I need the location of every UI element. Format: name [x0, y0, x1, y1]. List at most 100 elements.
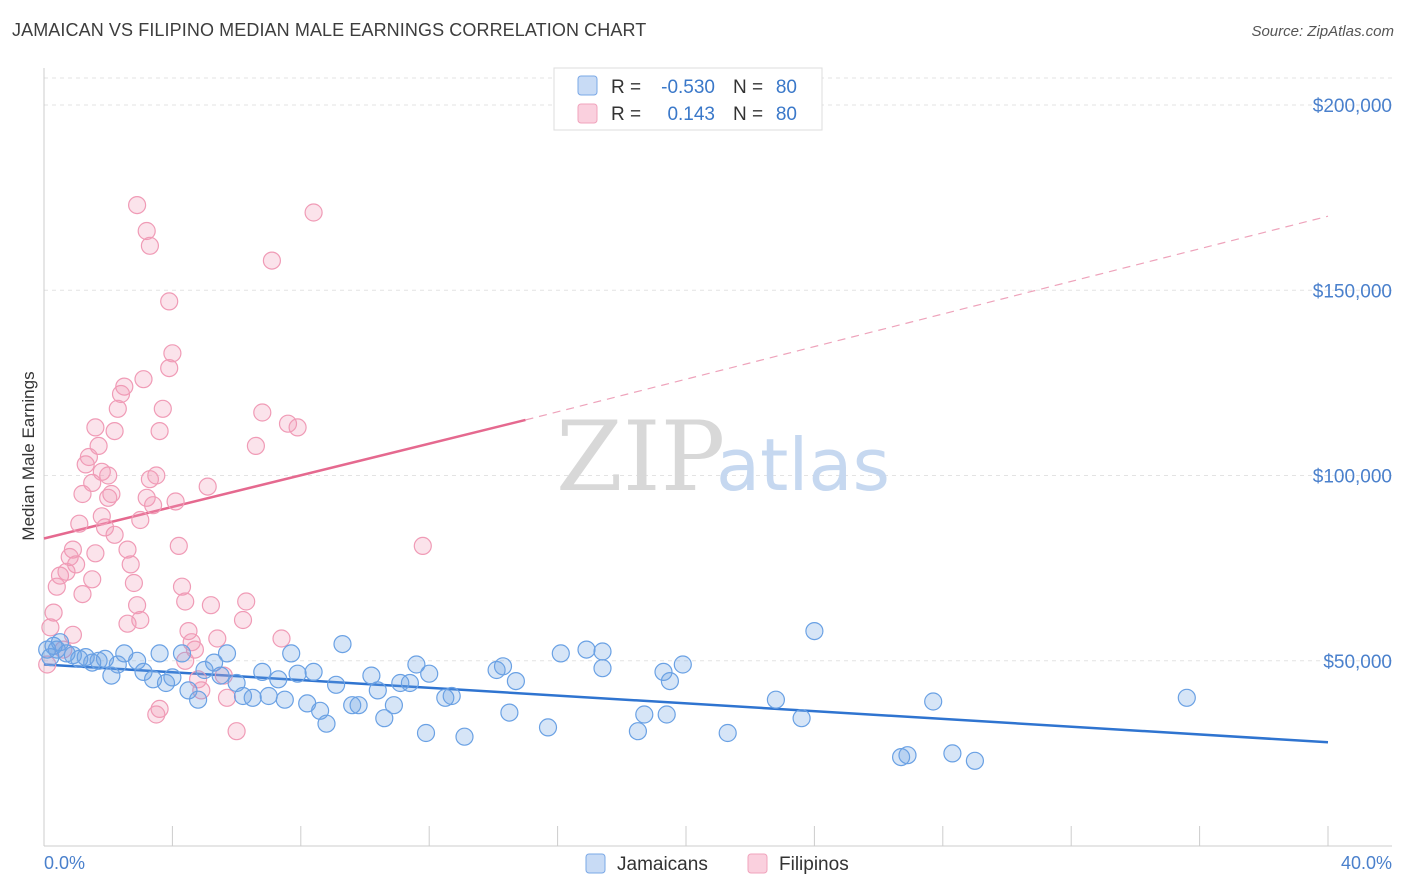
filipino-point	[179, 621, 198, 641]
filipino-point	[144, 496, 163, 515]
legend-n-label: N =	[733, 104, 763, 125]
filipino-point	[153, 399, 172, 418]
jamaican-point	[943, 744, 962, 763]
filipino-point	[150, 422, 169, 441]
jamaican-point	[349, 696, 368, 715]
jamaican-point	[150, 644, 169, 663]
jamaican-point	[327, 675, 346, 694]
filipino-point	[83, 570, 102, 589]
filipino-point	[63, 540, 83, 559]
filipino-point	[105, 525, 124, 544]
filipino-point	[86, 544, 105, 563]
filipino-point	[304, 203, 323, 222]
legend-r-value: -0.530	[661, 77, 715, 98]
filipino-point	[137, 488, 156, 507]
series-legend: Jamaicans Filipinos	[585, 853, 849, 875]
jamaican-point	[657, 705, 676, 724]
jamaican-point	[282, 644, 301, 663]
filipino-point	[253, 403, 272, 422]
jamaican-point	[259, 686, 278, 706]
filipino-point	[217, 688, 237, 707]
jamaican-point	[375, 709, 394, 728]
filipino-point	[169, 536, 188, 556]
jamaican-point	[269, 670, 288, 689]
y-tick-label: $200,000	[1313, 96, 1392, 117]
y-axis-label: Median Male Earnings	[19, 371, 38, 540]
source-label: Source: ZipAtlas.com	[1251, 23, 1394, 40]
filipino-point	[233, 610, 253, 630]
jamaican-point	[211, 666, 230, 685]
jamaican-point	[416, 723, 436, 743]
filipino-point	[92, 507, 111, 526]
filipino-point	[86, 418, 105, 437]
filipino-point	[262, 251, 281, 270]
filipino-point	[128, 196, 147, 215]
y-tick-label: $100,000	[1313, 467, 1392, 488]
filipino-point	[237, 592, 256, 611]
jamaican-point	[384, 696, 403, 715]
jamaican-point	[766, 690, 786, 709]
filipino-point	[128, 596, 147, 615]
series-name-filipinos: Filipinos	[779, 854, 849, 875]
jamaican-point	[343, 696, 362, 715]
filipino-point	[163, 344, 182, 363]
watermark-atlas: atlas	[716, 423, 890, 507]
legend-r-value: 0.143	[667, 104, 715, 125]
filipino-point	[140, 236, 159, 255]
jamaican-point	[50, 633, 70, 652]
filipino-point	[246, 436, 265, 455]
jamaican-point	[189, 690, 208, 709]
data-points	[38, 196, 1196, 770]
x-tick-label: 0.0%	[44, 853, 85, 873]
filipino-point	[160, 359, 179, 378]
legend-n-label: N =	[733, 77, 763, 98]
filipino-point	[208, 629, 227, 648]
jamaican-point	[163, 668, 182, 687]
jamaican-point	[128, 651, 147, 670]
jamaican-point	[965, 751, 985, 770]
jamaican-point	[654, 662, 673, 682]
legend-box	[553, 67, 823, 131]
jamaican-point	[253, 662, 272, 682]
jamaican-point	[493, 657, 513, 676]
filipino-point	[147, 466, 166, 485]
jamaican-trend-line	[43, 663, 1329, 744]
jamaican-point	[577, 640, 596, 659]
jamaican-point	[195, 660, 214, 680]
filipino-point	[272, 629, 291, 648]
filipino-point	[137, 221, 156, 241]
filipino-point	[121, 555, 140, 574]
legend-n-value: 80	[776, 104, 797, 125]
jamaican-point	[391, 673, 410, 693]
filipino-point	[278, 414, 298, 433]
filipino-point	[47, 577, 66, 596]
filipino-point	[201, 596, 220, 615]
series-swatch-jamaicans	[585, 853, 606, 874]
jamaican-point	[442, 686, 461, 706]
legend: R = -0.530 N = 80 R = 0.143 N = 80	[553, 67, 823, 131]
filipino-point	[288, 418, 307, 437]
filipino-point	[131, 510, 150, 530]
filipino-point	[176, 592, 195, 611]
legend-r-label: R =	[611, 104, 641, 125]
filipino-point	[92, 462, 111, 481]
gridlines	[44, 77, 1392, 662]
jamaican-point	[420, 664, 439, 683]
legend-swatch-filipinos	[577, 103, 598, 124]
jamaican-point	[538, 718, 558, 737]
jamaican-point	[89, 651, 108, 670]
filipino-point	[134, 370, 153, 389]
jamaican-point	[673, 655, 692, 674]
series-swatch-filipinos	[747, 853, 768, 874]
legend-swatch-jamaicans	[577, 75, 598, 96]
filipino-point	[118, 614, 137, 633]
filipino-point	[70, 514, 89, 533]
filipino-point	[198, 477, 217, 496]
legend-r-label: R =	[611, 77, 641, 98]
jamaican-point	[243, 688, 262, 707]
x-tick-labels: 0.0% 40.0%	[44, 853, 1392, 873]
chart-title: JAMAICAN VS FILIPINO MEDIAN MALE EARNING…	[12, 20, 647, 40]
jamaican-point	[304, 662, 323, 682]
watermark-zip: ZIP	[556, 401, 725, 513]
